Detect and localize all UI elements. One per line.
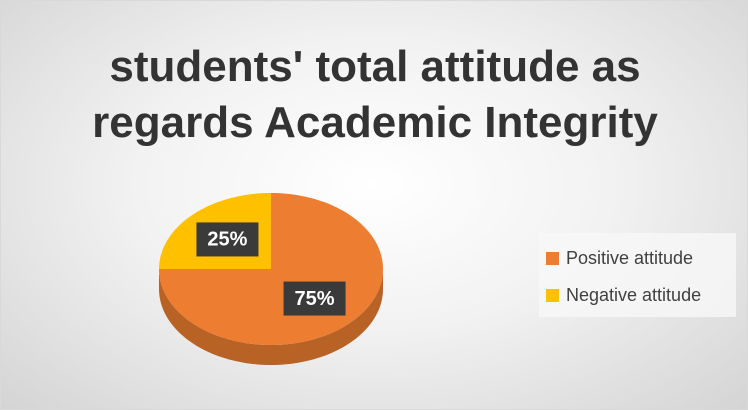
data-label-box	[196, 222, 259, 257]
data-label: 75%	[295, 288, 335, 310]
legend-swatch	[546, 252, 559, 265]
data-label: 25%	[207, 229, 247, 251]
legend-swatch	[546, 289, 559, 302]
legend-label: Negative attitude	[566, 285, 701, 305]
pie-slice-side	[159, 269, 383, 365]
legend-label: Positive attitude	[566, 248, 693, 268]
data-label-box	[283, 281, 346, 316]
chart-title: students' total attitude as regards Acad…	[92, 42, 658, 147]
legend-box	[539, 233, 736, 317]
